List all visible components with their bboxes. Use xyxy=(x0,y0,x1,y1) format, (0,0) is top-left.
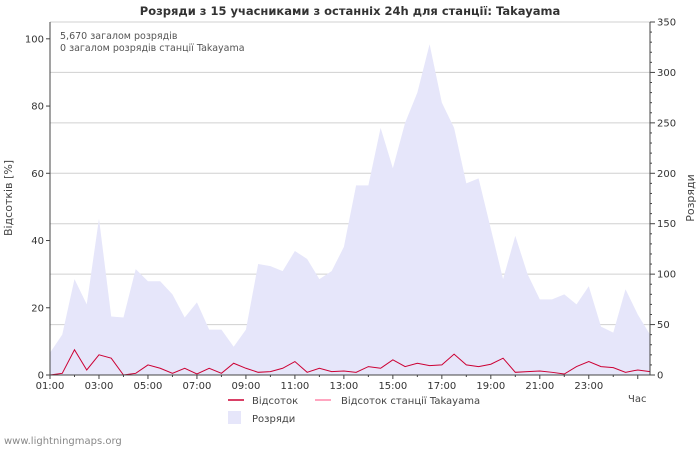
left-tick-label: 80 xyxy=(31,102,44,113)
annotation-total: 5,670 загалом розрядів xyxy=(60,31,178,42)
right-tick-label: 50 xyxy=(657,320,670,331)
discharges-area xyxy=(50,44,650,376)
x-tick-label: 19:00 xyxy=(476,381,505,392)
annotation-station: 0 загалом розрядів станції Takayama xyxy=(60,43,245,54)
left-tick-label: 20 xyxy=(31,303,44,314)
y-axis-right-label: Розряди xyxy=(684,174,697,222)
left-tick-label: 100 xyxy=(25,34,44,45)
footer-site-link[interactable]: www.lightningmaps.org xyxy=(4,436,122,447)
x-tick-label: 05:00 xyxy=(134,381,163,392)
right-tick-label: 150 xyxy=(657,219,676,230)
right-axis-ticks: 0 50 100 150 200 250 300 350 xyxy=(650,18,676,382)
right-tick-label: 200 xyxy=(657,169,676,180)
x-tick-label: 17:00 xyxy=(427,381,456,392)
axes xyxy=(49,22,651,376)
x-tick-label: 09:00 xyxy=(232,381,261,392)
y-axis-left-label: Відсотків [%] xyxy=(2,160,15,236)
right-tick-label: 300 xyxy=(657,68,676,79)
x-tick-label: 23:00 xyxy=(574,381,603,392)
right-tick-label: 100 xyxy=(657,270,676,281)
x-tick-label: 11:00 xyxy=(280,381,309,392)
x-tick-label: 21:00 xyxy=(525,381,554,392)
legend-discharges-label: Розряди xyxy=(252,414,295,425)
legend-station-label: Відсоток станції Takayama xyxy=(341,395,480,407)
x-tick-label: 07:00 xyxy=(183,381,212,392)
chart-title: Розряди з 15 учасниками з останніх 24h д… xyxy=(140,4,560,18)
legend-discharges-swatch xyxy=(228,411,241,424)
left-tick-label: 60 xyxy=(31,169,44,180)
x-tick-label: 13:00 xyxy=(329,381,358,392)
x-tick-label: 01:00 xyxy=(36,381,65,392)
x-tick-label: 15:00 xyxy=(378,381,407,392)
left-axis-ticks: 0 20 40 60 80 100 xyxy=(25,34,50,382)
percent-line xyxy=(49,348,651,376)
legend: Відсоток Відсоток станції Takayama Розря… xyxy=(228,395,480,425)
legend-percent-label: Відсоток xyxy=(252,395,298,407)
x-axis-label: Час xyxy=(628,394,646,405)
x-axis-ticks: 01:00 03:00 05:00 07:00 09:00 11:00 13:00 15:00… xyxy=(36,375,639,392)
right-tick-label: 0 xyxy=(657,371,663,382)
right-tick-label: 350 xyxy=(657,18,676,29)
right-tick-label: 250 xyxy=(657,118,676,129)
x-tick-label: 03:00 xyxy=(85,381,114,392)
left-tick-label: 0 xyxy=(38,371,44,382)
left-tick-label: 40 xyxy=(31,236,44,247)
